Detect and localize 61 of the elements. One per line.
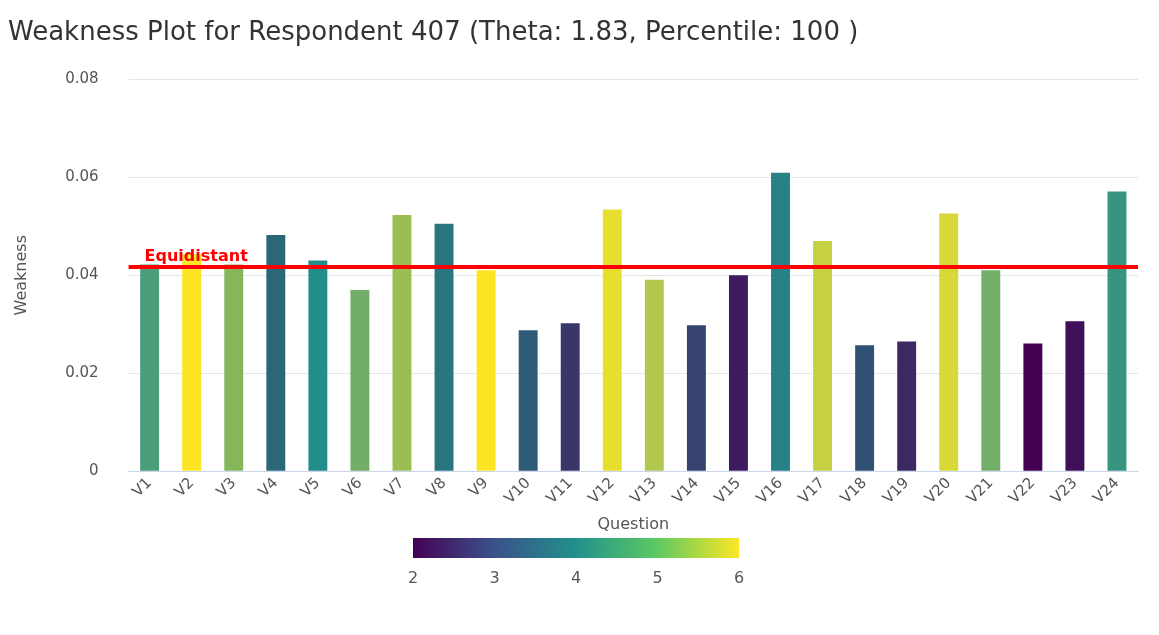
bar bbox=[644, 279, 664, 471]
x-tick-label: V5 bbox=[296, 473, 324, 501]
y-tick-label: 0.06 bbox=[65, 167, 99, 186]
x-tick-label: V2 bbox=[170, 473, 198, 501]
bar bbox=[560, 323, 580, 471]
x-tick-label: V17 bbox=[794, 473, 829, 508]
bar bbox=[855, 345, 875, 471]
bar bbox=[728, 275, 748, 471]
y-tick-label: 0 bbox=[89, 461, 99, 480]
x-tick-label: V9 bbox=[464, 473, 492, 501]
x-tick-label: V12 bbox=[584, 473, 618, 508]
bar bbox=[981, 270, 1001, 471]
bar bbox=[224, 264, 244, 471]
color-bar-label: 4 bbox=[570, 568, 582, 587]
x-tick-label: V3 bbox=[212, 473, 240, 501]
color-bar-label: 5 bbox=[652, 568, 663, 587]
bar bbox=[434, 223, 454, 471]
bar bbox=[1065, 321, 1085, 471]
y-axis-title: Weakness bbox=[10, 235, 30, 316]
bar bbox=[266, 235, 286, 471]
x-tick-label: V21 bbox=[962, 473, 997, 508]
bar bbox=[518, 330, 538, 471]
x-tick-label: V7 bbox=[380, 473, 408, 501]
bar bbox=[350, 289, 370, 471]
x-tick-label: V18 bbox=[836, 473, 871, 508]
color-bar-label: 6 bbox=[733, 568, 745, 587]
bar bbox=[140, 264, 160, 471]
x-tick-label: V1 bbox=[128, 473, 156, 501]
color-bar-label: 2 bbox=[407, 568, 419, 587]
ref-line-label: Equidistant bbox=[144, 246, 249, 266]
x-tick-label: V23 bbox=[1047, 473, 1081, 508]
bar bbox=[308, 260, 328, 471]
color-bar-label: 3 bbox=[489, 568, 500, 587]
y-tick-label: 0.04 bbox=[65, 265, 99, 284]
x-axis-title: Question bbox=[597, 513, 670, 533]
bar bbox=[1107, 191, 1127, 471]
x-tick-label: V15 bbox=[710, 473, 745, 508]
x-tick-label: V11 bbox=[542, 473, 576, 508]
x-tick-label: V6 bbox=[338, 473, 366, 501]
bar bbox=[813, 240, 833, 471]
bar bbox=[771, 172, 790, 471]
chart-title: Weakness Plot for Respondent 407 (Theta: 1.83, Percentile: 100 ) bbox=[8, 16, 859, 47]
x-tick-label: V19 bbox=[878, 473, 913, 508]
x-tick-label: V24 bbox=[1089, 473, 1123, 508]
bar bbox=[602, 209, 622, 471]
bar bbox=[897, 341, 917, 471]
bar bbox=[939, 213, 959, 471]
bar bbox=[686, 325, 706, 471]
x-tick-label: V22 bbox=[1004, 473, 1039, 508]
x-tick-label: V20 bbox=[920, 473, 955, 508]
x-tick-label: V16 bbox=[752, 473, 787, 508]
x-tick-label: V10 bbox=[500, 473, 534, 508]
x-tick-label: V14 bbox=[668, 473, 702, 508]
y-tick-label: 0.02 bbox=[65, 363, 99, 382]
bar bbox=[1023, 343, 1043, 471]
bar bbox=[476, 270, 496, 471]
x-tick-label: V8 bbox=[422, 473, 450, 501]
x-tick-label: V13 bbox=[626, 473, 660, 508]
y-tick-label: 0.08 bbox=[65, 69, 99, 88]
bar bbox=[392, 214, 412, 471]
x-tick-label: V4 bbox=[254, 473, 282, 501]
